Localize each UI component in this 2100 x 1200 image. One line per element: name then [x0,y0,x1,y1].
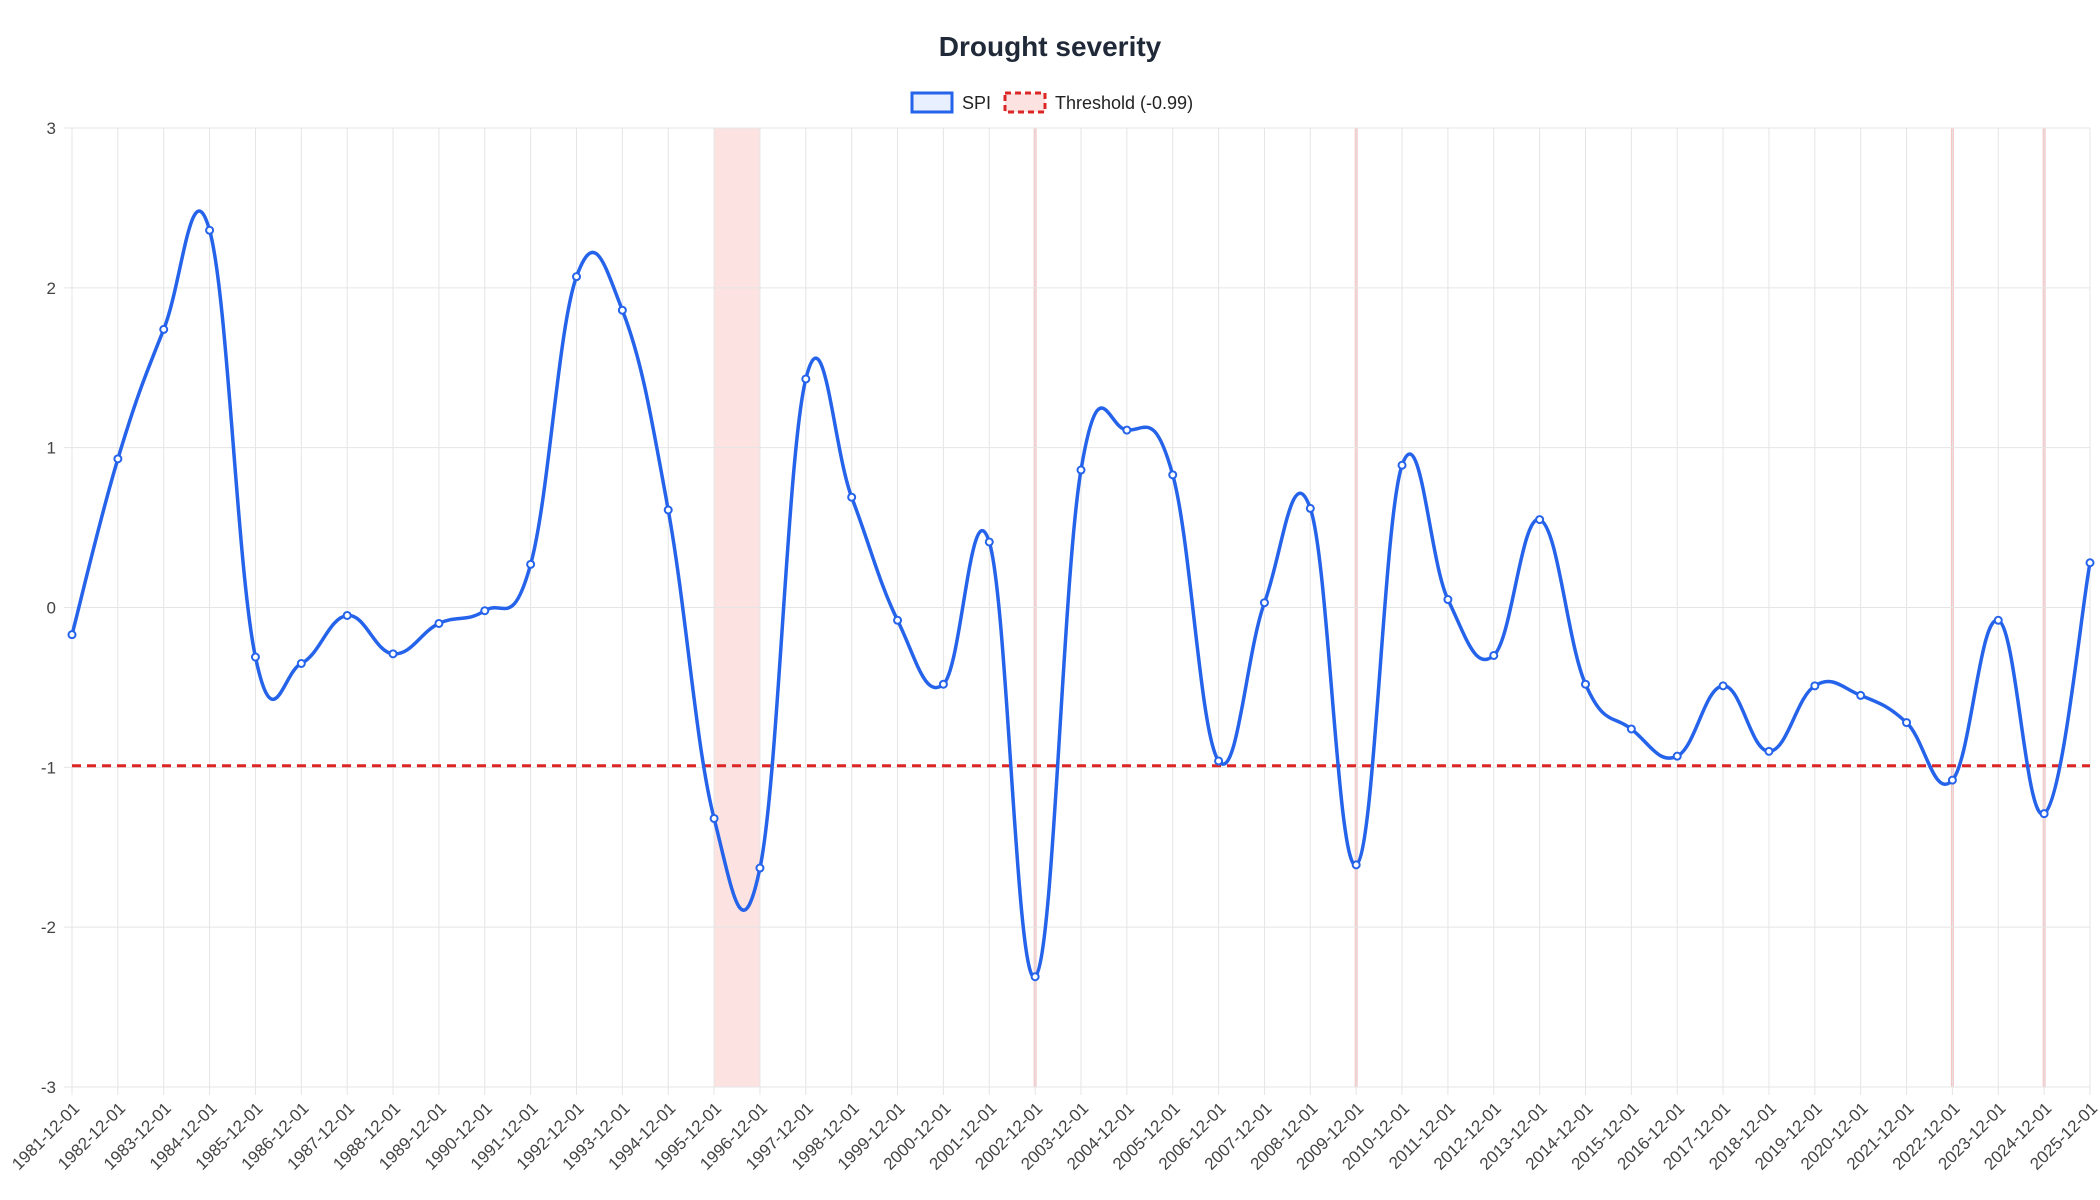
y-tick-label: 2 [47,279,56,298]
spi-point[interactable] [1076,465,1086,475]
spi-point[interactable] [847,492,857,502]
legend-swatch-threshold [1003,91,1047,114]
legend-label-spi: SPI [962,93,991,113]
y-axis: 3 2 1 0 -1 -2 -3 [41,119,56,1097]
spi-point[interactable] [1443,595,1453,605]
spi-point[interactable] [1489,650,1499,660]
spi-point[interactable] [296,658,306,668]
legend-swatch-spi [910,91,954,114]
legend-item-threshold[interactable]: Threshold (-0.99) [1003,91,1193,114]
spi-point[interactable] [480,606,490,616]
spi-point[interactable] [526,559,536,569]
spi-point[interactable] [1305,503,1315,513]
spi-point[interactable] [617,305,627,315]
spi-point[interactable] [755,863,765,873]
spi-point[interactable] [1351,860,1361,870]
spi-point[interactable] [572,272,581,282]
spi-point[interactable] [938,679,948,689]
spi-point[interactable] [1259,598,1269,608]
spi-series [67,209,2095,982]
y-tick-label: 3 [47,119,56,138]
chart-title: Drought severity [939,31,1162,62]
spi-point[interactable] [342,610,352,620]
spi-point[interactable] [205,225,215,235]
legend-item-spi[interactable]: SPI [910,91,991,114]
spi-point[interactable] [67,630,77,640]
spi-point[interactable] [1535,515,1545,525]
spi-point[interactable] [2039,809,2049,819]
y-tick-label: -2 [41,918,56,937]
spi-point[interactable] [1718,681,1728,691]
spi-point[interactable] [1168,470,1178,480]
spi-point[interactable] [113,454,123,464]
spi-point[interactable] [1856,690,1866,700]
spi-point[interactable] [434,618,444,628]
spi-point[interactable] [1030,972,1040,982]
legend: SPI Threshold (-0.99) [910,91,1193,114]
spi-point[interactable] [1902,718,1912,728]
spi-point[interactable] [1122,425,1132,435]
x-axis: 1981-12-011982-12-011983-12-011984-12-01… [8,1099,2100,1174]
spi-point[interactable] [1993,615,2003,625]
spi-point[interactable] [1581,679,1590,689]
spi-point[interactable] [159,324,169,334]
spi-point[interactable] [1626,724,1636,734]
spi-point[interactable] [1672,751,1682,761]
spi-point[interactable] [1764,746,1774,756]
spi-point[interactable] [1947,775,1957,785]
spi-point[interactable] [663,505,673,515]
y-tick-label: 0 [47,599,56,618]
legend-label-threshold: Threshold (-0.99) [1055,93,1193,113]
spi-point[interactable] [709,813,719,823]
spi-point[interactable] [801,374,811,384]
y-tick-label: -3 [41,1078,56,1097]
spi-point[interactable] [1397,460,1407,470]
spi-point[interactable] [1810,681,1820,691]
spi-point[interactable] [388,649,398,659]
spi-point[interactable] [984,537,994,547]
spi-point[interactable] [2085,558,2095,568]
grid [64,127,2091,1095]
y-tick-label: -1 [41,758,56,777]
spi-point[interactable] [250,652,260,662]
spi-point[interactable] [893,615,903,625]
spi-point[interactable] [1214,756,1224,766]
y-tick-label: 1 [47,439,56,458]
